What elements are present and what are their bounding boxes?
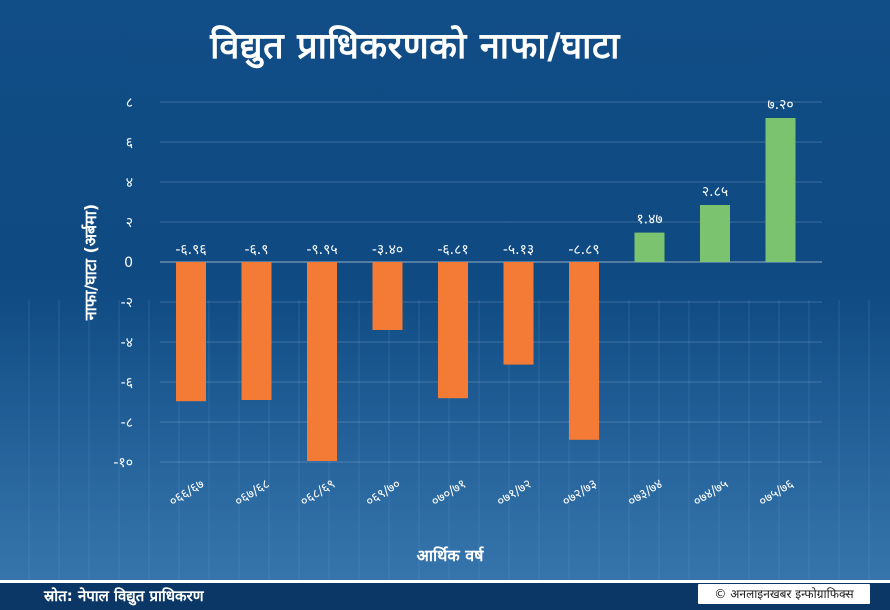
bar — [372, 262, 403, 330]
x-tick-label: ०७२/७३ — [560, 477, 600, 510]
value-label: -६.८१ — [437, 242, 468, 258]
x-tick-label: ०६८/६९ — [298, 477, 338, 510]
bar-chart: ८ ६ ४ २ 0 -२ -४ -६ -८ -१० -६.९६ -६.९ -९.९५ -३.४० -६.८… — [81, 95, 797, 565]
x-tick-label: ०६७/६८ — [232, 477, 273, 510]
bar — [503, 262, 534, 365]
value-label: -३.४० — [372, 242, 403, 258]
y-axis-label: नाफा/घाटा (अर्बमा) — [81, 204, 100, 321]
x-tick-label: ०६६/६७ — [167, 477, 208, 510]
x-axis-label: आर्थिक वर्ष — [417, 546, 485, 565]
x-tick-label: ०७०/७१ — [429, 477, 469, 510]
y-tick-label: ८ — [126, 95, 133, 111]
footer: स्रोत: नेपाल विद्युत प्राधिकरण © अनलाइनख… — [0, 580, 890, 610]
value-label: २.८५ — [702, 184, 728, 200]
credit-badge: © अनलाइनखबर इन्फोग्राफिक्स — [698, 584, 870, 604]
bar — [307, 262, 337, 461]
x-tick-label: ०७५/७६ — [756, 477, 797, 510]
value-label: -६.९६ — [175, 242, 206, 258]
value-label: १.४७ — [636, 212, 662, 228]
x-tick-label: ०७३/७४ — [625, 477, 666, 510]
y-tick-label: -४ — [121, 335, 133, 351]
bar — [634, 232, 665, 262]
y-tick-label: 0 — [124, 255, 133, 271]
x-tick-label: ०७४/७५ — [691, 477, 732, 510]
value-label: -५.१३ — [503, 242, 534, 258]
value-label: -६.९ — [244, 242, 268, 258]
y-tick-label: -१० — [113, 455, 133, 471]
y-tick-label: -८ — [121, 415, 133, 431]
bar — [765, 118, 796, 262]
value-label: -९.९५ — [306, 242, 337, 258]
y-tick-label: २ — [126, 215, 133, 231]
x-axis-ticks: ०६६/६७ ०६७/६८ ०६८/६९ ०६९/७० ०७०/७१ ०७१/७२ ०७२/… — [167, 477, 797, 510]
bar — [241, 262, 272, 400]
bars — [176, 118, 796, 461]
y-axis-ticks: ८ ६ ४ २ 0 -२ -४ -६ -८ -१० — [113, 95, 133, 471]
value-label: ७.२० — [767, 97, 793, 113]
x-tick-label: ०६९/७० — [363, 477, 403, 510]
value-labels: -६.९६ -६.९ -९.९५ -३.४० -६.८१ -५.१३ -८.८९ १.४७ २.… — [175, 97, 793, 258]
x-tick-label: ०७१/७२ — [494, 477, 534, 510]
y-tick-label: -२ — [121, 295, 133, 311]
footer-divider — [0, 580, 890, 583]
source-note: स्रोत: नेपाल विद्युत प्राधिकरण — [44, 587, 204, 605]
bar — [569, 262, 599, 440]
chart-title: विद्युत प्राधिकरणको नाफा/घाटा — [210, 26, 620, 67]
y-tick-label: ६ — [126, 135, 133, 151]
bar — [176, 262, 206, 402]
bar — [438, 262, 468, 399]
y-tick-label: -६ — [121, 375, 133, 391]
y-tick-label: ४ — [126, 175, 133, 191]
value-label: -८.८९ — [568, 242, 599, 258]
bar — [700, 205, 730, 262]
